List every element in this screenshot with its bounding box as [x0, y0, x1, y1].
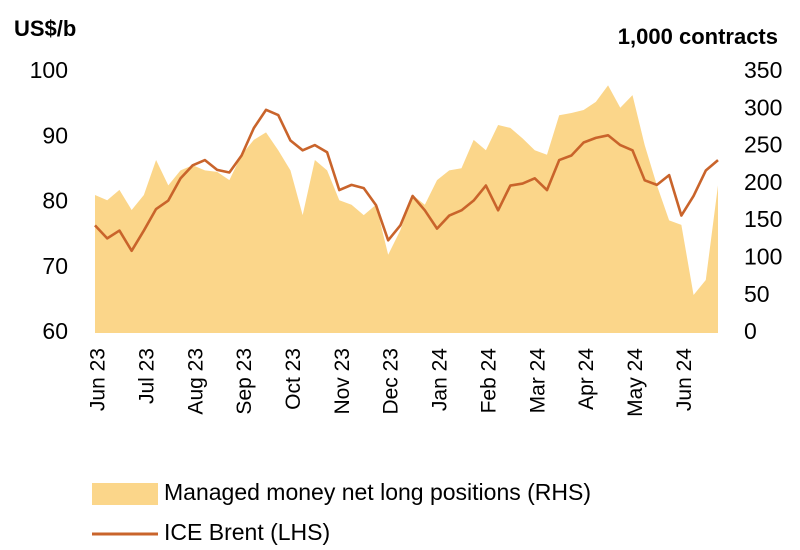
x-tick-label: Jan 24	[429, 348, 452, 411]
y2-tick-label: 50	[744, 281, 770, 307]
y2-tick-label: 200	[744, 169, 782, 195]
legend-swatch	[92, 483, 158, 505]
legend-label: Managed money net long positions (RHS)	[164, 479, 591, 505]
x-tick-label: Nov 23	[331, 348, 354, 415]
x-tick-label: Apr 24	[575, 348, 598, 410]
line	[94, 108, 719, 253]
y2-tick-label: 0	[744, 318, 757, 344]
x-tick-label: Jun 24	[673, 348, 696, 411]
y-tick-label: 90	[42, 122, 68, 148]
y2-axis-label: 1,000 contracts	[618, 24, 778, 49]
x-tick-label: Jun 23	[87, 348, 110, 411]
x-tick-label: Oct 23	[282, 348, 305, 410]
y2-tick-label: 350	[744, 57, 782, 83]
y-axis-label: US$/b	[14, 16, 76, 41]
x-tick-label: Mar 24	[526, 348, 549, 414]
x-tick-label: Jul 23	[135, 348, 158, 404]
x-tick-label: Aug 23	[184, 348, 207, 415]
y2-tick-label: 250	[744, 132, 782, 158]
y-tick-label: 60	[42, 318, 68, 344]
y2-tick-label: 300	[744, 94, 782, 120]
x-tick-label: Feb 24	[477, 348, 500, 414]
y-tick-label: 80	[42, 188, 68, 214]
y2-tick-label: 150	[744, 206, 782, 232]
y-tick-label: 70	[42, 253, 68, 279]
x-tick-label: May 24	[624, 348, 647, 417]
legend-label: ICE Brent (LHS)	[164, 519, 330, 545]
x-tick-label: Dec 23	[380, 348, 403, 415]
y-tick-label: 100	[30, 57, 68, 83]
x-tick-label: Sep 23	[233, 348, 256, 415]
area	[95, 85, 718, 334]
y2-tick-label: 100	[744, 244, 782, 270]
